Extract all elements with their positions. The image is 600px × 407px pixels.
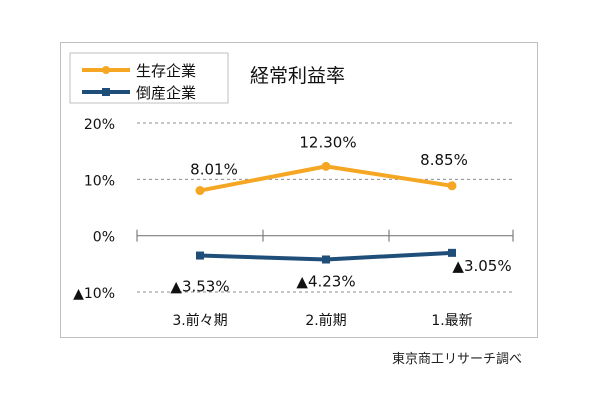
x-tick-label: 3.前々期 xyxy=(172,312,227,329)
legend-marker-survivor xyxy=(102,66,110,74)
series-group: 8.01% 12.30% 8.85% ▲3.53% ▲4.23% ▲3.05% xyxy=(170,133,511,295)
x-tick-label: 1.最新 xyxy=(431,313,472,329)
legend-box xyxy=(69,52,229,104)
legend: 生存企業 倒産企業 xyxy=(69,52,229,104)
data-label: 8.01% xyxy=(190,161,238,179)
y-tick-label: 10% xyxy=(84,173,115,189)
tick-labels: 20% 10% 0% ▲10% 3.前々期 2.前期 1.最新 xyxy=(73,117,473,329)
y-tick-label: 20% xyxy=(84,117,115,133)
data-label: ▲4.23% xyxy=(296,272,355,290)
source-note: 東京商工リサーチ調べ xyxy=(391,352,522,367)
data-point xyxy=(322,255,330,264)
legend-marker-bankrupt xyxy=(102,88,110,96)
legend-label-bankrupt: 倒産企業 xyxy=(136,84,196,102)
data-point xyxy=(448,248,456,257)
y-tick-label: ▲10% xyxy=(73,286,115,302)
chart-title: 経常利益率 xyxy=(250,65,345,87)
data-point xyxy=(321,161,331,171)
legend-label-survivor: 生存企業 xyxy=(136,62,196,80)
y-tick-label: 0% xyxy=(93,230,115,246)
data-label: ▲3.53% xyxy=(170,278,229,296)
data-point xyxy=(196,251,204,260)
data-point xyxy=(447,181,457,191)
data-label: ▲3.05% xyxy=(452,257,511,275)
data-point xyxy=(195,186,205,196)
data-label: 8.85% xyxy=(420,151,468,169)
data-label: 12.30% xyxy=(299,133,356,151)
grid xyxy=(137,122,513,293)
x-axis xyxy=(136,229,514,242)
x-tick-label: 2.前期 xyxy=(305,312,346,329)
